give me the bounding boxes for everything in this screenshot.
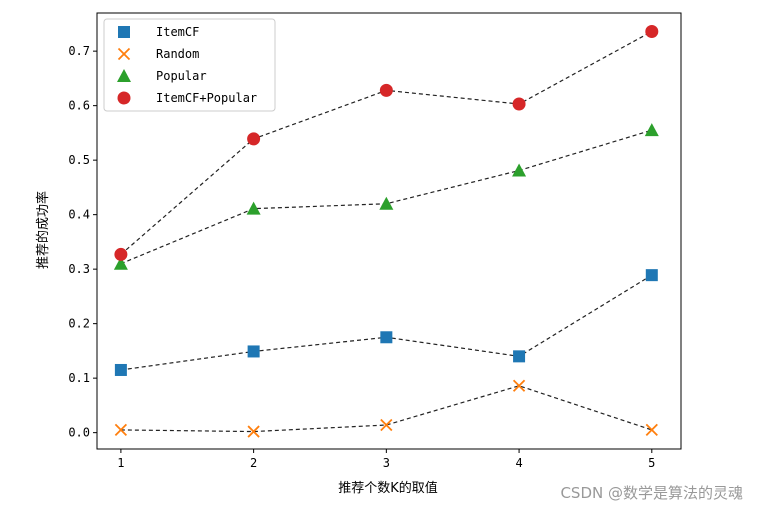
series-itemcf-popular (114, 25, 659, 261)
data-point (645, 25, 659, 39)
data-point (379, 83, 393, 97)
legend-marker (117, 69, 131, 82)
x-tick-label: 5 (648, 456, 655, 470)
y-tick-label: 0.0 (68, 426, 90, 440)
y-tick-label: 0.3 (68, 262, 90, 276)
data-point (513, 350, 526, 363)
data-point (247, 425, 260, 438)
y-axis-label: 推荐的成功率 (35, 191, 51, 269)
x-axis: 1 2 3 4 5 (117, 449, 655, 470)
legend-marker (118, 26, 130, 38)
data-point (114, 363, 127, 376)
y-tick-label: 0.4 (68, 208, 90, 222)
series-line (120, 385, 652, 433)
data-point (645, 423, 658, 437)
plot-area (96, 12, 682, 450)
data-point (246, 201, 261, 215)
legend-label: ItemCF (156, 25, 199, 39)
y-tick-label: 0.6 (68, 99, 90, 113)
x-tick-label: 3 (383, 456, 390, 470)
y-tick-label: 0.5 (68, 153, 90, 167)
series-line (120, 274, 653, 371)
legend-box (103, 18, 276, 112)
data-point (380, 331, 393, 344)
x-axis-label: 推荐个数K的取值 (338, 480, 438, 496)
x-tick-label: 1 (117, 456, 124, 470)
y-tick-label: 0.1 (68, 371, 90, 385)
y-tick-label: 0.7 (68, 44, 90, 58)
legend: ItemCF Random Popular ItemCF+Popular (103, 18, 276, 112)
x-tick-label: 4 (515, 456, 522, 470)
y-axis: 0.0 0.1 0.2 0.3 0.4 0.5 0.6 0.7 (68, 44, 97, 440)
series-itemcf (114, 269, 658, 376)
series-layer (113, 25, 659, 438)
legend-marker (117, 91, 131, 105)
data-point (379, 196, 394, 210)
legend-label: ItemCF+Popular (156, 91, 257, 105)
data-point (644, 123, 659, 137)
data-point (645, 269, 658, 282)
series-random (114, 379, 658, 438)
legend-marker (117, 47, 131, 61)
data-point (247, 345, 260, 358)
legend-label: Popular (156, 69, 207, 83)
data-point (380, 418, 393, 432)
y-tick-label: 0.2 (68, 317, 90, 331)
legend-label: Random (156, 47, 199, 61)
data-point (512, 379, 526, 392)
data-point (512, 97, 526, 111)
data-point (114, 423, 128, 437)
data-point (247, 132, 261, 146)
series-popular (113, 123, 659, 270)
plot-border (96, 12, 682, 450)
x-tick-label: 2 (250, 456, 257, 470)
data-point (113, 256, 128, 270)
watermark: CSDN @数学是算法的灵魂 (560, 484, 743, 502)
data-point (512, 163, 527, 177)
data-point (114, 247, 128, 261)
